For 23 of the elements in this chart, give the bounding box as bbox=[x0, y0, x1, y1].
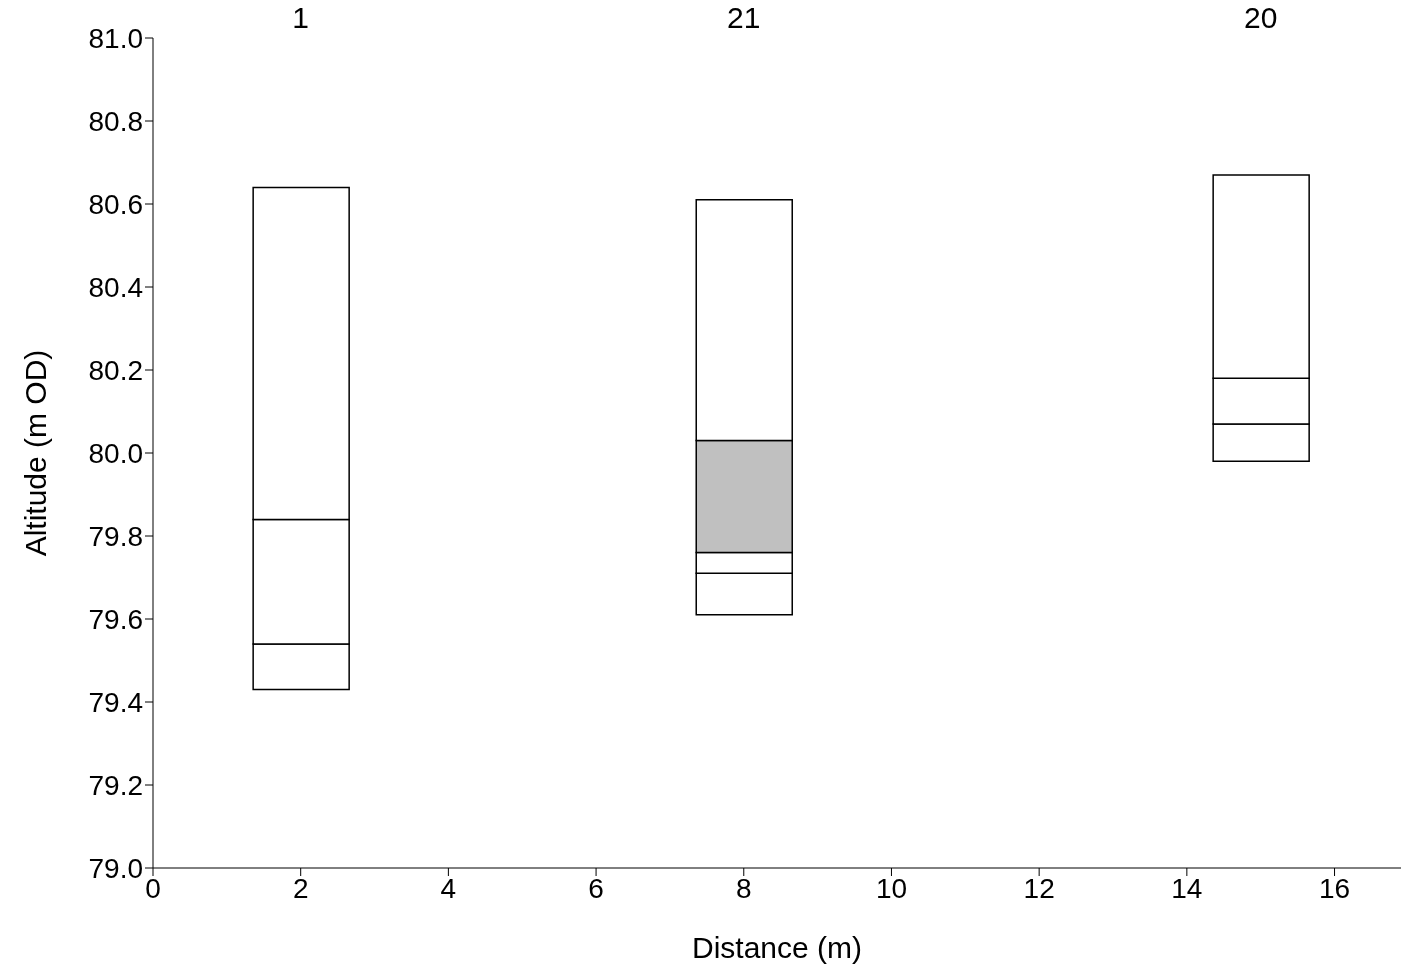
text: 1 bbox=[292, 1, 310, 34]
x-tick-label: 8 bbox=[735, 872, 752, 904]
x-tick-label: 14 bbox=[1171, 872, 1203, 904]
y-tick-label: 79.8 bbox=[88, 520, 143, 552]
x-tick-label: 0 bbox=[145, 872, 161, 904]
y-tick-label: 79.6 bbox=[88, 603, 143, 635]
y-tick-label: 80.0 bbox=[88, 437, 143, 469]
y-tick-label: 79.0 bbox=[88, 852, 143, 884]
y-tick-label: 79.4 bbox=[88, 686, 143, 718]
y-tick-label: 80.8 bbox=[88, 105, 143, 137]
y-tick-label: 81.0 bbox=[88, 22, 143, 54]
x-tick-label: 12 bbox=[1023, 872, 1055, 904]
y-tick-label: 80.6 bbox=[88, 188, 143, 220]
x-tick-label: 16 bbox=[1318, 872, 1351, 904]
y-tick-label: 80.2 bbox=[88, 354, 143, 386]
x-tick-label: 6 bbox=[588, 872, 604, 904]
y-tick-label: 79.2 bbox=[88, 769, 143, 801]
x-tick-label: 4 bbox=[440, 872, 457, 904]
y-axis-title: Altitude (m OD) bbox=[18, 349, 52, 557]
x-tick-label: 2 bbox=[292, 872, 309, 904]
x-axis-title: Distance (m) bbox=[691, 931, 863, 964]
y-tick-label: 80.4 bbox=[88, 271, 143, 303]
x-tick-label: 10 bbox=[875, 872, 908, 904]
